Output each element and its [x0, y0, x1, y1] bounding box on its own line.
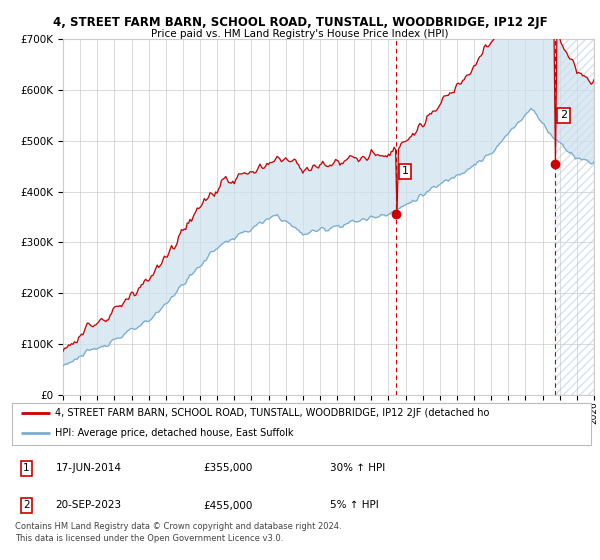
Text: 5% ↑ HPI: 5% ↑ HPI — [331, 501, 379, 511]
Text: Contains HM Land Registry data © Crown copyright and database right 2024.
This d: Contains HM Land Registry data © Crown c… — [15, 522, 341, 543]
Text: £455,000: £455,000 — [203, 501, 253, 511]
Text: 1: 1 — [401, 166, 409, 176]
Text: 4, STREET FARM BARN, SCHOOL ROAD, TUNSTALL, WOODBRIDGE, IP12 2JF: 4, STREET FARM BARN, SCHOOL ROAD, TUNSTA… — [53, 16, 547, 29]
Text: 1: 1 — [23, 464, 30, 473]
Text: £355,000: £355,000 — [203, 464, 253, 473]
Text: 2: 2 — [560, 110, 567, 120]
Text: 30% ↑ HPI: 30% ↑ HPI — [331, 464, 386, 473]
Text: Price paid vs. HM Land Registry's House Price Index (HPI): Price paid vs. HM Land Registry's House … — [151, 29, 449, 39]
Text: HPI: Average price, detached house, East Suffolk: HPI: Average price, detached house, East… — [55, 428, 294, 438]
Text: 20-SEP-2023: 20-SEP-2023 — [55, 501, 122, 511]
Text: 4, STREET FARM BARN, SCHOOL ROAD, TUNSTALL, WOODBRIDGE, IP12 2JF (detached ho: 4, STREET FARM BARN, SCHOOL ROAD, TUNSTA… — [55, 408, 490, 418]
Text: 17-JUN-2014: 17-JUN-2014 — [55, 464, 121, 473]
Text: 2: 2 — [23, 501, 30, 511]
